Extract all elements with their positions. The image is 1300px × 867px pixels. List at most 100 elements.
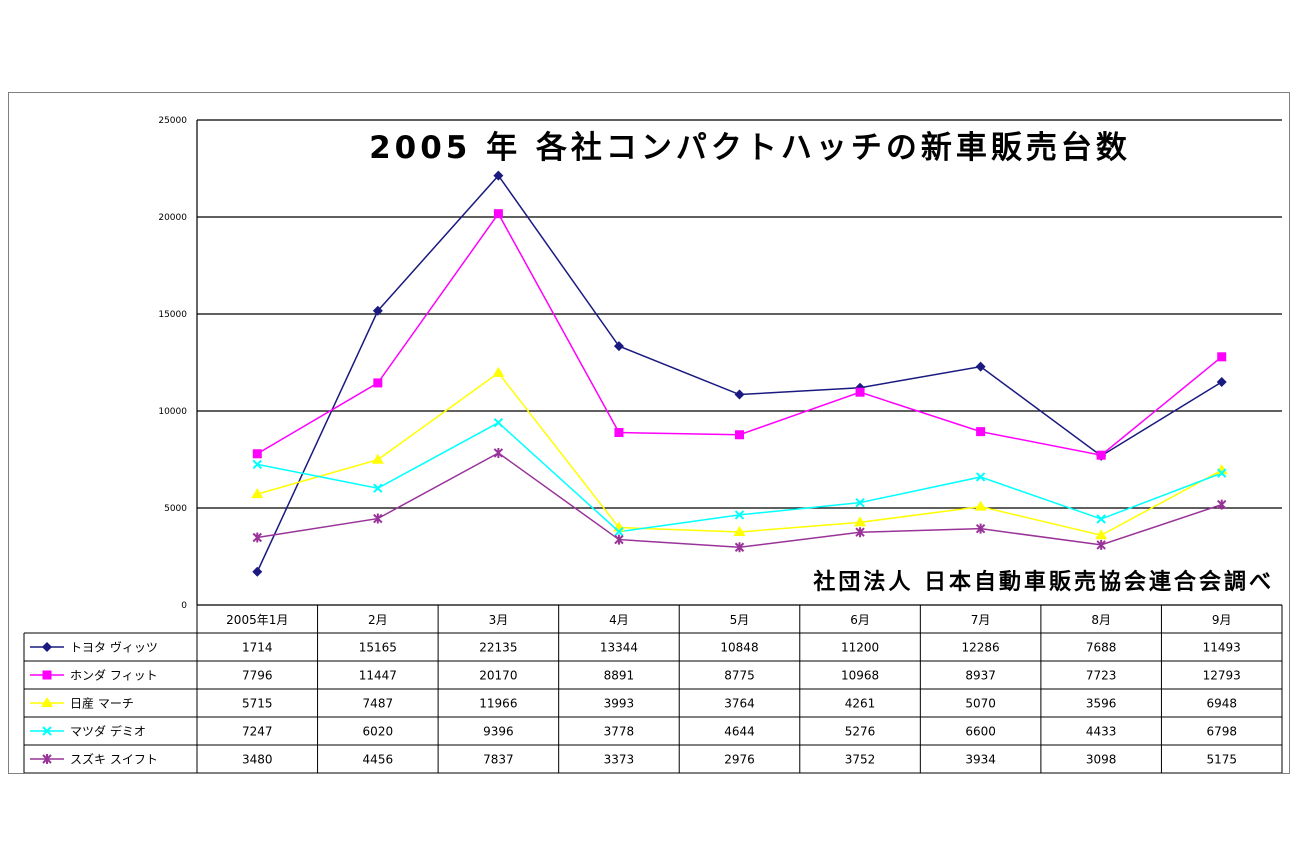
data-label: 20170 bbox=[479, 669, 517, 683]
data-point bbox=[372, 305, 383, 316]
data-point bbox=[1216, 377, 1227, 388]
data-label: 3596 bbox=[1086, 697, 1117, 711]
x-tick-label: 6月 bbox=[850, 613, 870, 627]
data-point bbox=[493, 209, 503, 219]
plot-area bbox=[197, 120, 1282, 605]
chart-frame: 0 5000 10000 15000 20000 25000 2005年1月 2月 3月 4月 5… bbox=[8, 92, 1290, 774]
data-point bbox=[614, 534, 624, 545]
data-point bbox=[975, 472, 986, 482]
x-tick-label: 7月 bbox=[971, 613, 991, 627]
data-label: 6948 bbox=[1206, 697, 1237, 711]
data-point bbox=[734, 389, 745, 400]
data-point bbox=[1096, 514, 1106, 524]
data-label: 7796 bbox=[242, 669, 273, 683]
data-point bbox=[734, 510, 745, 520]
data-point bbox=[373, 513, 383, 524]
data-label: 3373 bbox=[604, 753, 635, 767]
data-point bbox=[613, 341, 624, 352]
legend-key-marker bbox=[42, 726, 52, 736]
data-label: 1714 bbox=[242, 641, 273, 655]
data-point bbox=[493, 170, 504, 181]
data-point bbox=[252, 449, 262, 459]
data-point bbox=[734, 542, 745, 553]
data-point bbox=[1095, 529, 1108, 540]
data-label: 5175 bbox=[1206, 753, 1237, 767]
data-point bbox=[1215, 464, 1228, 475]
data-point bbox=[975, 361, 986, 372]
data-point bbox=[492, 366, 505, 377]
data-label: 12286 bbox=[962, 641, 1000, 655]
data-label: 7723 bbox=[1086, 669, 1117, 683]
data-label: 10848 bbox=[720, 641, 758, 655]
line-chart: 0 5000 10000 15000 20000 25000 2005年1月 2月 3月 4月 5… bbox=[23, 116, 1283, 773]
data-point bbox=[855, 527, 865, 538]
data-point bbox=[735, 430, 744, 440]
data-label: 3480 bbox=[242, 753, 273, 767]
legend-key-marker bbox=[41, 697, 53, 707]
data-point bbox=[373, 378, 383, 388]
data-point bbox=[854, 516, 867, 527]
y-tick-label: 10000 bbox=[158, 407, 187, 417]
data-point bbox=[855, 497, 865, 508]
data-label: 5715 bbox=[242, 697, 273, 711]
data-label: 10968 bbox=[841, 669, 879, 683]
data-point bbox=[493, 418, 504, 428]
data-label: 3934 bbox=[965, 753, 996, 767]
data-label: 5276 bbox=[845, 725, 876, 739]
data-point bbox=[1096, 450, 1106, 460]
legend-label: スズキ スイフト bbox=[70, 752, 158, 767]
data-label: 11200 bbox=[841, 641, 879, 655]
x-tick-label: 9月 bbox=[1212, 613, 1232, 627]
data-label: 4644 bbox=[724, 725, 755, 739]
data-label: 8775 bbox=[724, 669, 755, 683]
data-point bbox=[855, 387, 865, 397]
x-tick-label: 2月 bbox=[368, 613, 388, 627]
data-point bbox=[252, 566, 263, 577]
data-label: 3752 bbox=[845, 753, 876, 767]
data-point bbox=[373, 483, 383, 493]
data-label: 4456 bbox=[363, 753, 394, 767]
y-tick-label: 15000 bbox=[158, 310, 187, 320]
legend-label: マツダ デミオ bbox=[70, 724, 146, 739]
y-tick-label: 20000 bbox=[158, 213, 187, 223]
data-point bbox=[614, 526, 624, 537]
data-label: 7837 bbox=[483, 753, 514, 767]
x-tick-label: 3月 bbox=[489, 613, 509, 627]
data-point bbox=[371, 453, 384, 464]
data-label: 13344 bbox=[600, 641, 638, 655]
y-tick-label: 5000 bbox=[164, 504, 187, 514]
legend-label: ホンダ フィット bbox=[70, 668, 158, 683]
data-point bbox=[614, 428, 624, 438]
data-label: 6798 bbox=[1206, 725, 1237, 739]
data-label: 3764 bbox=[724, 697, 755, 711]
data-label: 8937 bbox=[965, 669, 996, 683]
data-label: 6600 bbox=[965, 725, 996, 739]
data-label: 4261 bbox=[845, 697, 876, 711]
data-point bbox=[1217, 352, 1227, 362]
data-point bbox=[1217, 499, 1227, 510]
y-tick-label: 25000 bbox=[158, 116, 187, 126]
data-label: 12793 bbox=[1203, 669, 1241, 683]
y-tick-label: 0 bbox=[181, 601, 187, 611]
data-label: 15165 bbox=[359, 641, 397, 655]
x-tick-label: 4月 bbox=[609, 613, 629, 627]
data-label: 6020 bbox=[363, 725, 394, 739]
data-label: 9396 bbox=[483, 725, 514, 739]
data-label: 5070 bbox=[965, 697, 996, 711]
x-tick-label: 8月 bbox=[1091, 613, 1111, 627]
legend-key-marker bbox=[42, 670, 52, 680]
data-label: 7247 bbox=[242, 725, 273, 739]
data-label: 2976 bbox=[724, 753, 755, 767]
data-point bbox=[252, 459, 262, 470]
data-label: 11966 bbox=[479, 697, 517, 711]
data-label: 3778 bbox=[604, 725, 635, 739]
data-label: 4433 bbox=[1086, 725, 1117, 739]
data-label: 3993 bbox=[604, 697, 635, 711]
data-point bbox=[493, 447, 504, 458]
chart-title: 2005 年 各社コンパクトハッチの新車販売台数 bbox=[369, 130, 1131, 166]
data-label: 3098 bbox=[1086, 753, 1117, 767]
source-note: 社団法人 日本自動車販売協会連合会調べ bbox=[813, 569, 1274, 595]
data-label: 22135 bbox=[479, 641, 517, 655]
legend-key-marker bbox=[42, 642, 52, 652]
data-label: 11493 bbox=[1203, 641, 1241, 655]
